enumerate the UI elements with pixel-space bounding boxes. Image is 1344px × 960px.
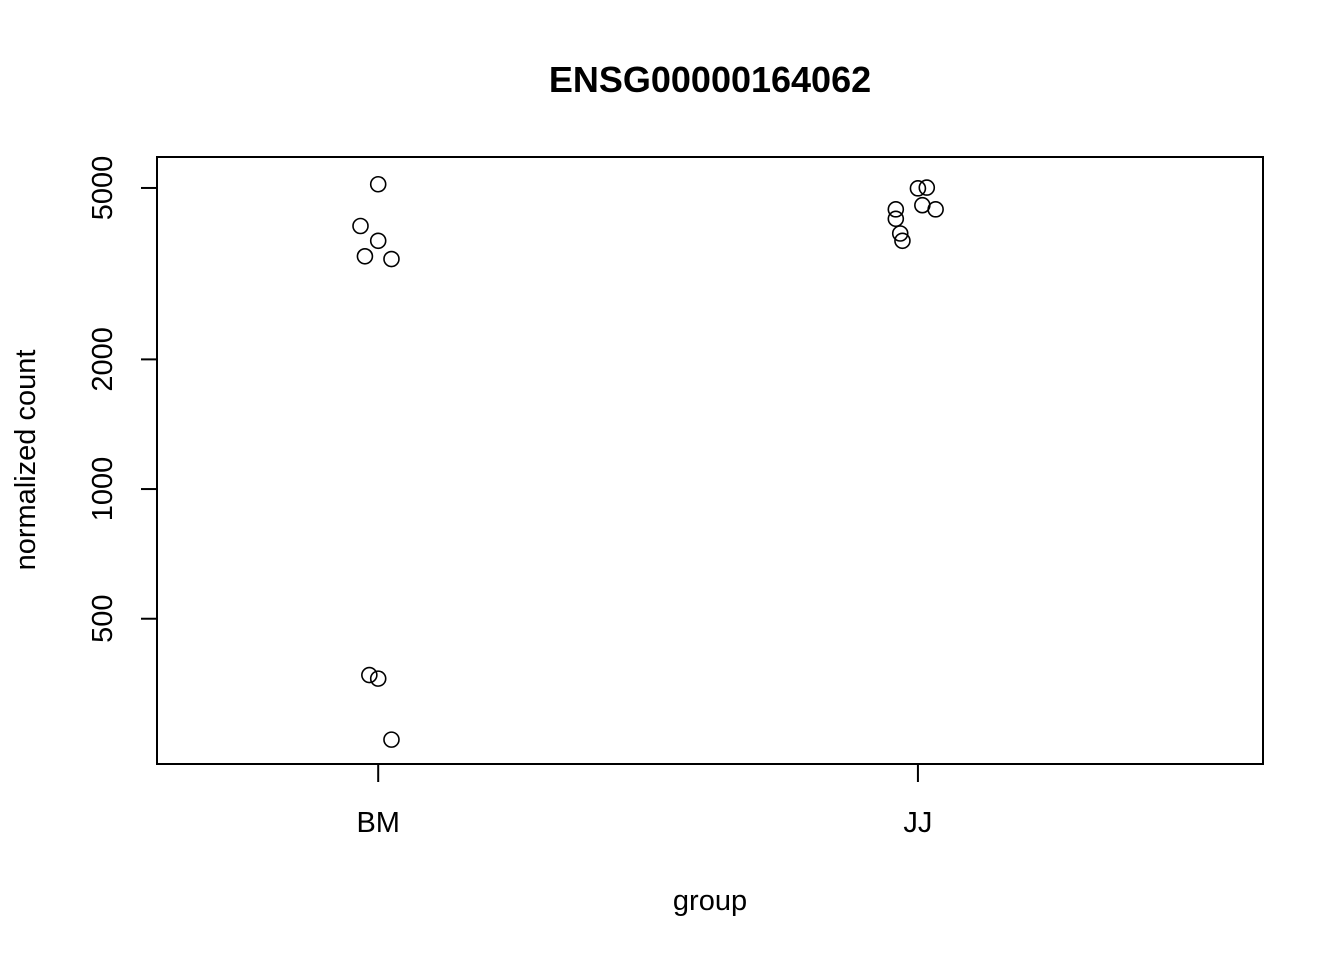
data-point [369,670,387,687]
data-point [887,201,905,218]
data-points [352,175,944,748]
data-point [383,250,400,268]
y-tick-label: 500 [87,595,119,643]
y-tick-label: 2000 [87,327,119,392]
data-point [369,232,387,250]
plot-frame [156,156,1264,765]
y-tick-label: 1000 [87,457,119,522]
data-point [361,666,378,684]
data-point [918,179,936,196]
data-point [383,731,400,748]
x-tick-label: JJ [903,807,932,839]
chart-title: ENSG00000164062 [549,59,871,100]
data-point [887,210,905,228]
data-point [352,217,369,235]
y-axis-label: normalized count [10,350,42,571]
y-axis: 500 1000 2000 5000 [87,156,157,643]
x-tick-label: BM [356,807,400,839]
y-tick-label: 5000 [87,156,119,221]
x-axis: BM JJ [356,764,932,839]
data-point [356,248,374,265]
data-point [369,175,387,193]
data-point [909,180,927,197]
x-axis-label: group [673,885,747,917]
data-point [894,232,911,250]
data-point [891,225,909,242]
data-point [927,201,944,218]
